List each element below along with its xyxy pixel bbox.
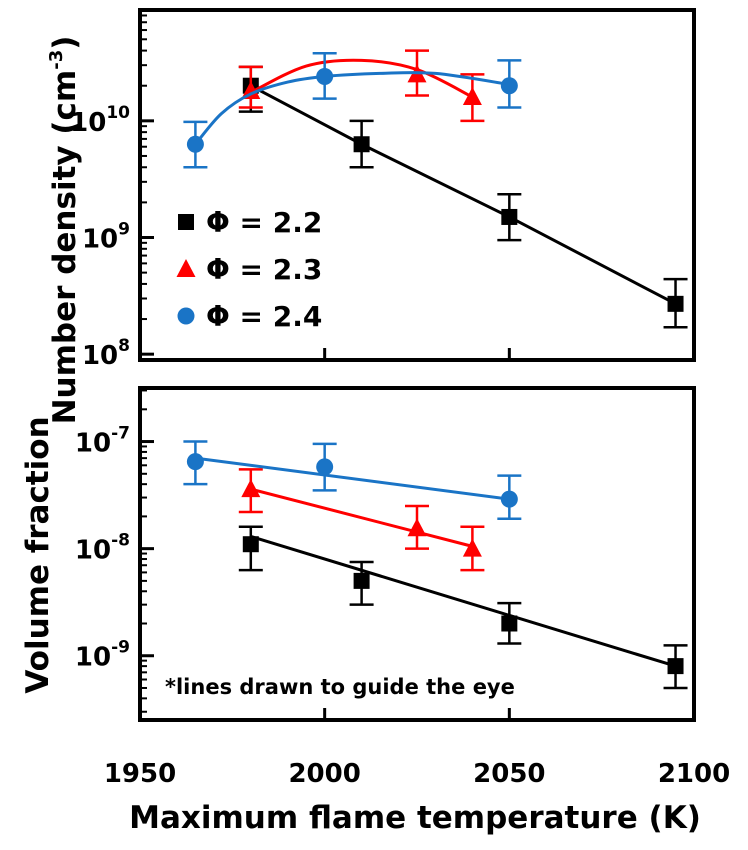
svg-text:Number density (cm-3): Number density (cm-3)	[46, 36, 83, 425]
guide-note: *lines drawn to guide the eye	[165, 675, 515, 699]
y-tick-label-top: 109	[82, 220, 130, 255]
legend-entry: Φ = 2.3	[176, 253, 322, 286]
y-tick-label-top: 1010	[70, 103, 130, 138]
data-point	[353, 572, 370, 589]
y-axis-title-bottom: Volume fraction	[20, 416, 56, 693]
y-tick-exponent: 10	[106, 103, 130, 123]
legend-entry: Φ = 2.4	[177, 300, 322, 333]
data-point	[462, 538, 482, 557]
data-point	[316, 458, 334, 476]
x-tick-label: 2050	[473, 759, 545, 789]
legend-marker	[176, 259, 196, 277]
legend-label: Φ = 2.4	[206, 300, 322, 333]
y-axis-title-top-close: )	[47, 36, 83, 50]
y-tick-exponent: 8	[118, 336, 130, 356]
y-axis-title-bottom-text: Volume fraction	[20, 416, 56, 693]
x-tick-label: 1950	[104, 759, 176, 789]
data-point	[500, 77, 518, 95]
series-line	[250, 84, 677, 306]
series-bottom-phi_2_4	[183, 440, 522, 521]
series-line	[195, 456, 510, 501]
panel-bottom: 10-910-810-7	[75, 386, 696, 722]
y-tick-label-bottom: 10-9	[75, 638, 130, 673]
data-point	[500, 490, 518, 508]
y-tick-label-bottom: 10-8	[75, 531, 130, 566]
series-line	[250, 58, 474, 99]
legend-label: Φ = 2.2	[206, 206, 322, 239]
data-point	[667, 658, 684, 675]
legend-marker	[177, 307, 195, 325]
data-point	[241, 81, 261, 100]
y-tick-base: 10	[82, 225, 118, 255]
y-axis-title-top-sup: -3	[46, 50, 67, 70]
legend-entry: Φ = 2.2	[178, 206, 322, 239]
x-axis-title: Maximum flame temperature (K)	[129, 800, 701, 836]
y-tick-base: 10	[75, 643, 111, 673]
data-point	[501, 615, 518, 632]
series-bottom-phi_2_2	[238, 525, 688, 690]
x-tick-label: 2000	[288, 759, 360, 789]
data-point	[353, 136, 370, 153]
series-line	[194, 70, 510, 146]
data-point	[186, 453, 204, 471]
y-tick-label-bottom: 10-7	[75, 424, 130, 459]
legend: Φ = 2.2 Φ = 2.3 Φ = 2.4	[176, 206, 322, 333]
y-axis-title-top: Number density (cm-3)	[46, 36, 83, 425]
legend-label: Φ = 2.3	[206, 253, 322, 286]
data-point	[462, 87, 482, 106]
series-bottom-phi_2_3	[238, 468, 485, 572]
y-tick-base: 10	[75, 429, 111, 459]
series-line	[250, 535, 676, 668]
plot-frame-bottom	[138, 386, 696, 722]
series-top-phi_2_2	[238, 65, 688, 329]
data-point	[242, 536, 259, 553]
data-point	[316, 67, 334, 85]
y-tick-exponent: 9	[118, 220, 130, 240]
data-point	[407, 518, 427, 537]
y-tick-exponent: -8	[111, 531, 130, 551]
y-tick-base: 10	[70, 108, 106, 138]
series-top-phi_2_4	[183, 51, 522, 169]
plot-frame-top	[138, 8, 696, 362]
x-tick-labels: 1950 2000 2050 2100	[104, 759, 730, 789]
y-tick-base: 10	[82, 341, 118, 371]
data-point	[241, 479, 261, 498]
legend-marker	[178, 214, 194, 230]
y-axis-title-top-main: Number density (cm	[47, 70, 83, 425]
y-tick-exponent: -9	[111, 638, 130, 658]
y-tick-label-top: 108	[82, 336, 130, 371]
y-tick-exponent: -7	[111, 424, 130, 444]
data-point	[501, 208, 518, 225]
x-tick-label: 2100	[658, 759, 730, 789]
series-line	[250, 487, 473, 548]
y-tick-base: 10	[75, 536, 111, 566]
data-point	[186, 135, 204, 153]
data-point	[667, 295, 684, 312]
